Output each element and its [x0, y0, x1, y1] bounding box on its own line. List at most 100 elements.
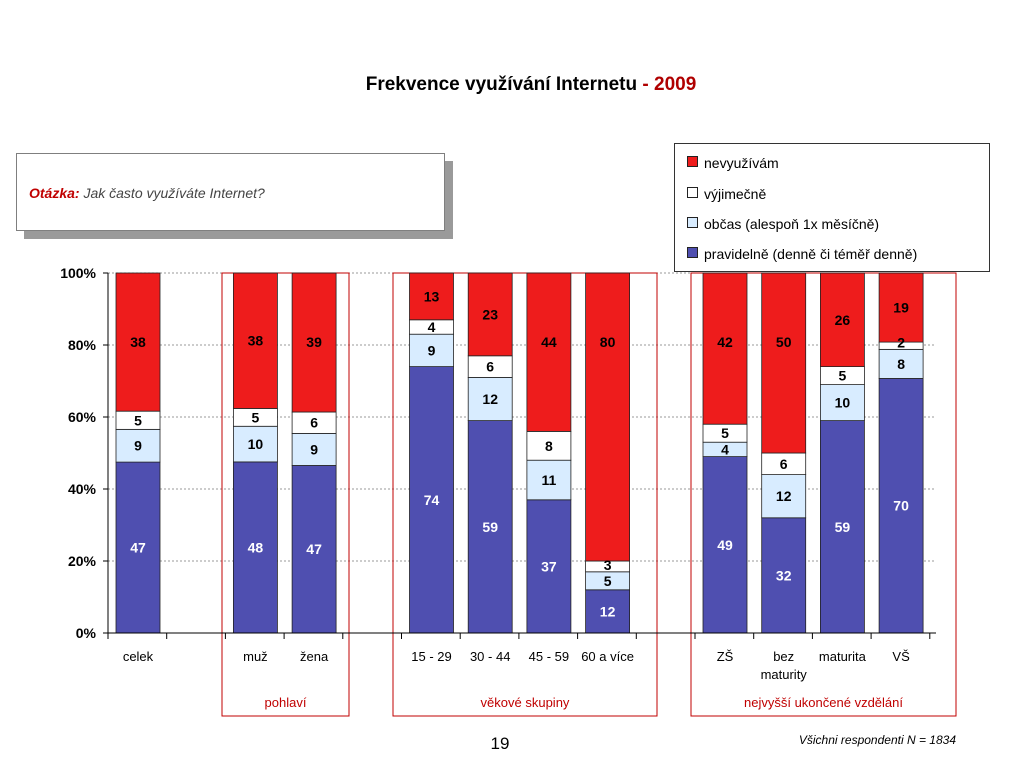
- x-tick-label: maturita: [819, 649, 867, 664]
- x-tick-label: VŠ: [892, 649, 910, 664]
- x-tick-label: ZŠ: [717, 649, 734, 664]
- data-label: 6: [310, 415, 318, 431]
- data-label: 49: [717, 537, 733, 553]
- chart-title-main: Frekvence využívání Internetu: [365, 74, 638, 95]
- data-label: 5: [839, 368, 847, 384]
- question-body: Jak často využíváte Internet?: [83, 185, 265, 201]
- data-label: 9: [134, 438, 142, 454]
- bar-segment: [878, 272, 924, 343]
- data-label: 2: [897, 334, 905, 350]
- bar-segment: [409, 333, 454, 368]
- x-tick-label: maturity: [761, 667, 808, 682]
- chart-title: Frekvence využívání Internetu - 2009: [0, 74, 1024, 96]
- legend-swatch: [687, 187, 698, 198]
- data-label: 13: [424, 288, 440, 304]
- legend-swatch: [687, 217, 698, 228]
- bar-segment: [761, 474, 807, 519]
- data-label: 8: [545, 438, 553, 454]
- bar-segment: [820, 272, 865, 367]
- data-label: 37: [541, 558, 557, 574]
- data-label: 47: [306, 541, 322, 557]
- data-label: 80: [600, 334, 616, 350]
- y-tick-label: 0%: [76, 625, 97, 641]
- x-tick-label: bez: [773, 649, 794, 664]
- chart-title-dash: -: [637, 74, 654, 95]
- data-label: 5: [252, 409, 260, 425]
- data-label: 26: [835, 312, 851, 328]
- legend-label: pravidelně (denně či téměř denně): [704, 246, 918, 262]
- data-label: 11: [541, 472, 556, 488]
- question-box: Otázka: Jak často využíváte Internet?: [16, 153, 445, 231]
- data-label: 38: [130, 334, 146, 350]
- group-label: věkové skupiny: [481, 695, 570, 710]
- legend-item: občas (alespoň 1x měsíčně): [687, 216, 879, 234]
- data-label: 44: [541, 334, 557, 350]
- data-label: 39: [306, 334, 322, 350]
- data-label: 32: [776, 567, 792, 583]
- data-label: 5: [721, 425, 729, 441]
- bar-segment: [878, 378, 924, 634]
- x-tick-label: 15 - 29: [411, 649, 451, 664]
- group-label: pohlaví: [265, 695, 307, 710]
- data-label: 10: [835, 395, 851, 411]
- legend-item: pravidelně (denně či téměř denně): [687, 246, 917, 264]
- bar-segment: [467, 376, 513, 421]
- bar-segment: [115, 428, 161, 463]
- bar-segment: [526, 430, 572, 461]
- data-label: 47: [130, 540, 146, 556]
- data-label: 42: [717, 334, 733, 350]
- chart-legend: nevyužívám výjimečně občas (alespoň 1x měs…: [674, 143, 990, 272]
- data-label: 4: [721, 441, 729, 457]
- bar-segment: [291, 465, 337, 634]
- data-label: 23: [482, 306, 498, 322]
- x-tick-label: celek: [123, 649, 154, 664]
- group-box: [221, 272, 350, 717]
- legend-item: výjimečně: [687, 186, 766, 204]
- y-tick-label: 40%: [68, 481, 97, 497]
- data-label: 6: [486, 359, 494, 375]
- legend-item: nevyužívám: [687, 155, 779, 173]
- data-label: 12: [776, 488, 792, 504]
- y-tick-label: 60%: [68, 409, 97, 425]
- page-number: 19: [490, 734, 510, 753]
- group-label: nejvyšší ukončené vzdělání: [744, 695, 903, 710]
- bar-segment: [526, 459, 572, 501]
- respondents-note: Všichni respondenti N = 1834: [798, 733, 956, 747]
- bar-segment: [526, 499, 572, 634]
- bar-segment: [115, 272, 161, 412]
- data-label: 9: [310, 441, 318, 457]
- bar-segment: [702, 272, 748, 425]
- group-box: [392, 272, 658, 717]
- bar-segment: [467, 420, 513, 634]
- data-label: 59: [482, 519, 498, 535]
- y-tick-label: 80%: [68, 337, 97, 353]
- y-tick-label: 100%: [60, 265, 96, 281]
- bar-segment: [409, 366, 454, 634]
- bar-segment: [467, 272, 513, 357]
- data-label: 70: [893, 498, 909, 514]
- bar-segment: [232, 272, 278, 409]
- bar-segment: [878, 348, 924, 379]
- data-label: 59: [835, 519, 851, 535]
- x-tick-label: muž: [243, 649, 268, 664]
- x-tick-label: 30 - 44: [470, 649, 510, 664]
- data-label: 38: [248, 333, 264, 349]
- data-label: 19: [893, 300, 909, 316]
- legend-label: občas (alespoň 1x měsíčně): [704, 216, 880, 232]
- data-label: 50: [776, 334, 792, 350]
- bar-segment: [232, 461, 278, 634]
- data-label: 12: [482, 391, 498, 407]
- bar-segment: [409, 272, 454, 321]
- bar-segment: [291, 272, 337, 413]
- data-label: 12: [600, 603, 616, 619]
- bar-segment: [761, 272, 807, 454]
- data-label: 74: [424, 492, 440, 508]
- data-label: 5: [134, 412, 142, 428]
- bar-segment: [526, 272, 572, 432]
- data-label: 48: [248, 539, 264, 555]
- x-tick-label: 60 a více: [581, 649, 634, 664]
- data-label: 6: [780, 456, 788, 472]
- bar-segment: [820, 384, 865, 422]
- x-tick-label: žena: [300, 649, 329, 664]
